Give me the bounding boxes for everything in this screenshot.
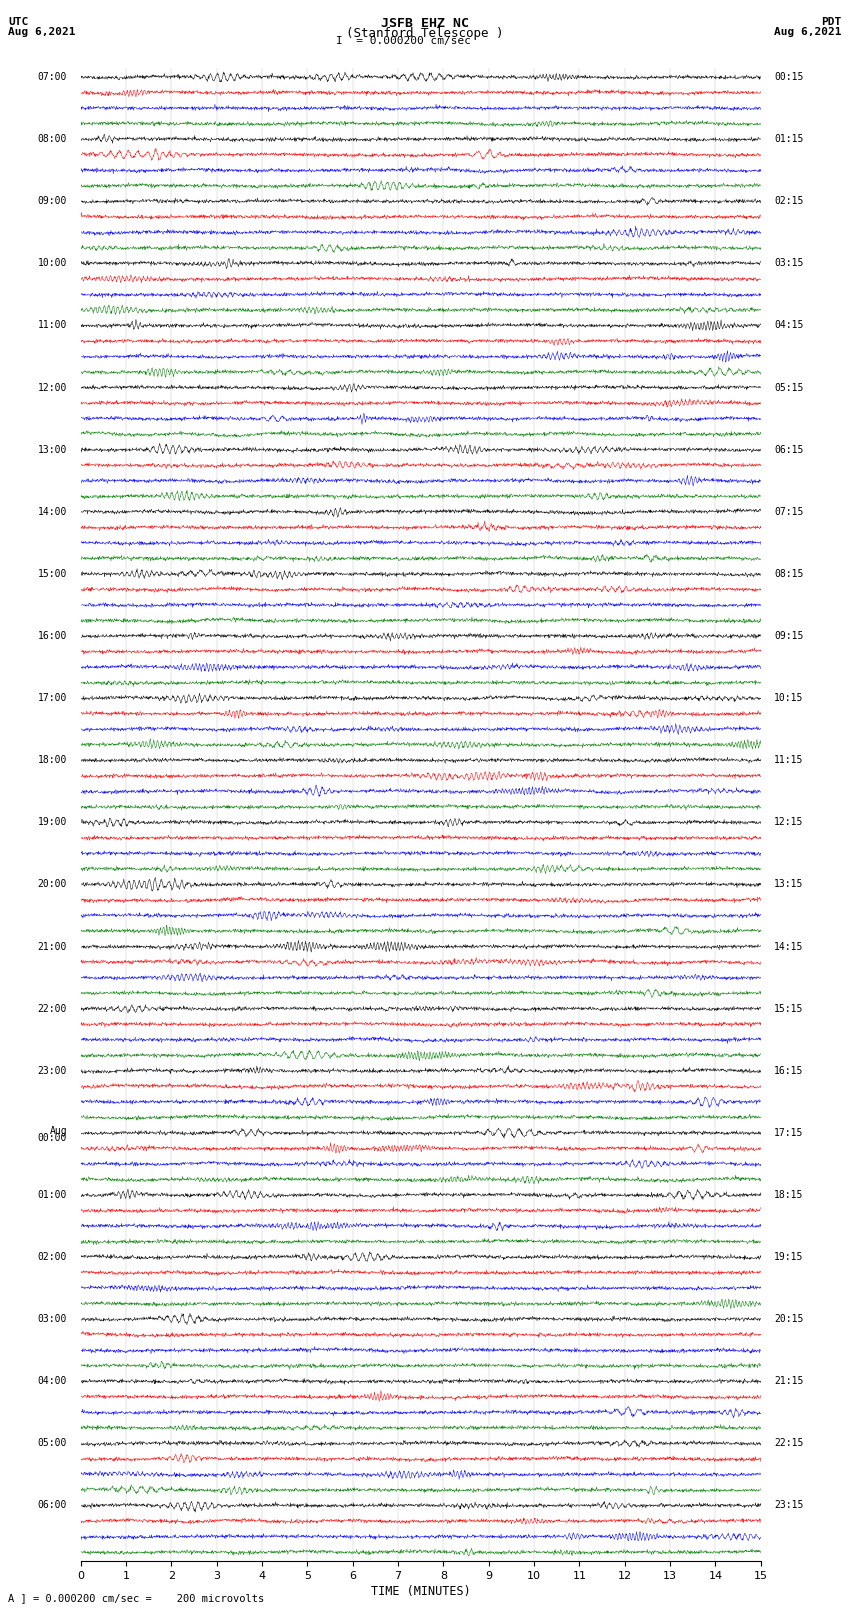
Text: 00:00: 00:00 — [37, 1132, 67, 1142]
Text: 07:00: 07:00 — [37, 73, 67, 82]
Text: 13:00: 13:00 — [37, 445, 67, 455]
Text: 11:15: 11:15 — [774, 755, 804, 765]
Text: Aug 6,2021: Aug 6,2021 — [8, 26, 76, 37]
Text: 14:15: 14:15 — [774, 942, 804, 952]
Text: 23:00: 23:00 — [37, 1066, 67, 1076]
Text: 23:15: 23:15 — [774, 1500, 804, 1510]
Text: 08:00: 08:00 — [37, 134, 67, 144]
Text: 02:00: 02:00 — [37, 1252, 67, 1261]
Text: 02:15: 02:15 — [774, 197, 804, 206]
Text: 10:15: 10:15 — [774, 694, 804, 703]
Text: 13:15: 13:15 — [774, 879, 804, 889]
Text: 15:15: 15:15 — [774, 1003, 804, 1013]
Text: 01:00: 01:00 — [37, 1190, 67, 1200]
Text: 05:00: 05:00 — [37, 1439, 67, 1448]
Text: A ] = 0.000200 cm/sec =    200 microvolts: A ] = 0.000200 cm/sec = 200 microvolts — [8, 1594, 264, 1603]
Text: 07:15: 07:15 — [774, 506, 804, 516]
Text: UTC: UTC — [8, 18, 29, 27]
Text: Aug 6,2021: Aug 6,2021 — [774, 26, 842, 37]
Text: 14:00: 14:00 — [37, 506, 67, 516]
Text: 04:15: 04:15 — [774, 321, 804, 331]
Text: Aug: Aug — [49, 1126, 67, 1136]
Text: 22:00: 22:00 — [37, 1003, 67, 1013]
Text: 20:00: 20:00 — [37, 879, 67, 889]
Text: 03:15: 03:15 — [774, 258, 804, 268]
Text: 12:15: 12:15 — [774, 818, 804, 827]
Text: PDT: PDT — [821, 18, 842, 27]
Text: JSFB EHZ NC: JSFB EHZ NC — [381, 18, 469, 31]
Text: 10:00: 10:00 — [37, 258, 67, 268]
Text: 09:00: 09:00 — [37, 197, 67, 206]
Text: (Stanford Telescope ): (Stanford Telescope ) — [346, 26, 504, 40]
Text: 09:15: 09:15 — [774, 631, 804, 640]
Text: 00:15: 00:15 — [774, 73, 804, 82]
Text: 17:00: 17:00 — [37, 694, 67, 703]
Text: 03:00: 03:00 — [37, 1315, 67, 1324]
Text: 05:15: 05:15 — [774, 382, 804, 392]
Text: 21:00: 21:00 — [37, 942, 67, 952]
Text: 04:00: 04:00 — [37, 1376, 67, 1386]
Text: 06:15: 06:15 — [774, 445, 804, 455]
Text: 18:15: 18:15 — [774, 1190, 804, 1200]
Text: 12:00: 12:00 — [37, 382, 67, 392]
Text: 20:15: 20:15 — [774, 1315, 804, 1324]
Text: 19:15: 19:15 — [774, 1252, 804, 1261]
Text: 17:15: 17:15 — [774, 1127, 804, 1137]
Text: 16:15: 16:15 — [774, 1066, 804, 1076]
Text: 19:00: 19:00 — [37, 818, 67, 827]
Text: 21:15: 21:15 — [774, 1376, 804, 1386]
X-axis label: TIME (MINUTES): TIME (MINUTES) — [371, 1586, 471, 1598]
Text: 11:00: 11:00 — [37, 321, 67, 331]
Text: 01:15: 01:15 — [774, 134, 804, 144]
Text: 16:00: 16:00 — [37, 631, 67, 640]
Text: I  = 0.000200 cm/sec: I = 0.000200 cm/sec — [337, 37, 471, 47]
Text: 22:15: 22:15 — [774, 1439, 804, 1448]
Text: 08:15: 08:15 — [774, 569, 804, 579]
Text: 15:00: 15:00 — [37, 569, 67, 579]
Text: 06:00: 06:00 — [37, 1500, 67, 1510]
Text: 18:00: 18:00 — [37, 755, 67, 765]
